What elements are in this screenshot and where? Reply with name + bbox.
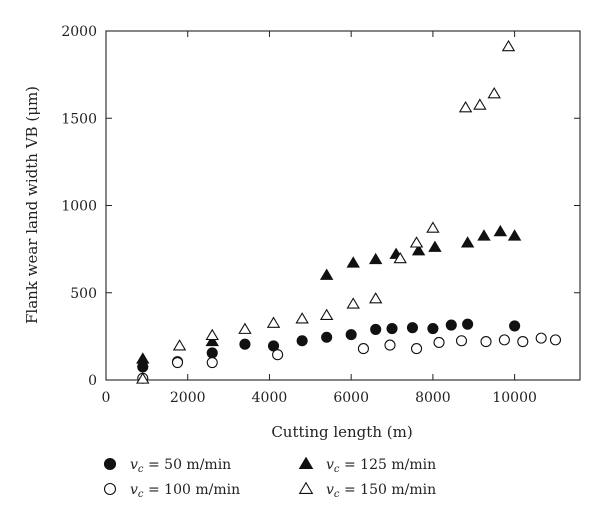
data-point	[433, 336, 445, 349]
data-point	[345, 329, 357, 341]
legend-item: vc = 150 m/min	[298, 481, 436, 500]
y-tick-label: 0	[88, 373, 97, 389]
x-tick-label: 8000	[415, 390, 451, 406]
data-point	[498, 334, 510, 346]
series-3	[136, 39, 516, 384]
series-2	[136, 224, 522, 364]
data-point	[206, 356, 218, 369]
data-point	[406, 322, 419, 334]
x-tick-label: 10000	[492, 390, 537, 406]
legend-item: vc = 100 m/min	[103, 482, 240, 500]
data-point	[473, 98, 487, 110]
data-point	[319, 308, 334, 320]
data-point	[411, 343, 423, 355]
data-point	[501, 39, 516, 52]
data-point	[460, 236, 475, 248]
legend-label: vc = 100 m/min	[130, 482, 240, 500]
legend-label: vc = 50 m/min	[130, 457, 231, 475]
data-point	[272, 349, 284, 361]
data-point	[136, 372, 150, 384]
data-point	[321, 331, 333, 343]
data-point	[428, 240, 442, 252]
y-tick-label: 1000	[61, 199, 97, 215]
data-point	[426, 221, 440, 233]
data-point	[171, 356, 184, 369]
y-axis-ticks: 0 500 1000 1500 2000	[61, 24, 580, 389]
plot-frame	[105, 30, 581, 381]
data-point	[386, 322, 398, 335]
x-tick-label: 6000	[333, 390, 369, 406]
x-axis-title: Cutting length (m)	[271, 423, 412, 441]
data-point	[458, 101, 473, 113]
legend-marker	[298, 456, 314, 469]
data-point	[393, 251, 407, 264]
data-points	[136, 39, 562, 384]
data-point	[427, 322, 439, 335]
data-point	[455, 335, 468, 347]
data-point	[368, 292, 383, 304]
data-point	[368, 252, 383, 265]
x-axis-ticks: 0 2000 4000 6000 8000 10000	[102, 31, 537, 406]
data-point	[346, 297, 360, 309]
data-point	[517, 336, 529, 348]
y-tick-label: 2000	[61, 24, 97, 40]
data-point	[549, 334, 562, 346]
data-point	[370, 323, 382, 335]
x-tick-label: 4000	[252, 390, 288, 406]
data-point	[296, 335, 308, 347]
data-point	[266, 316, 281, 328]
legend-marker	[298, 481, 314, 494]
data-point	[239, 338, 251, 350]
data-point	[384, 339, 396, 351]
data-point	[172, 339, 187, 351]
data-point	[507, 229, 522, 241]
data-point	[206, 347, 218, 359]
y-axis-title: Flank wear land width VB (μm)	[23, 86, 41, 324]
data-point	[535, 332, 547, 344]
data-point	[487, 87, 501, 99]
data-point	[445, 319, 457, 331]
data-point	[319, 268, 334, 280]
series-1	[137, 332, 562, 384]
data-point	[509, 320, 521, 332]
x-tick-label: 0	[102, 390, 111, 406]
y-tick-label: 1500	[61, 111, 97, 127]
legend-item: vc = 50 m/min	[103, 457, 231, 475]
data-point	[462, 318, 474, 330]
legend-item: vc = 125 m/min	[298, 456, 436, 475]
data-point	[480, 336, 492, 348]
legend-label: vc = 150 m/min	[326, 482, 436, 500]
data-point	[205, 334, 219, 347]
data-point	[238, 322, 252, 334]
legend-marker	[103, 482, 117, 496]
legend-label: vc = 125 m/min	[326, 457, 436, 475]
data-point	[477, 229, 491, 241]
data-point	[409, 236, 424, 248]
legend-marker	[103, 457, 117, 471]
plot-border	[105, 30, 581, 381]
data-point	[411, 244, 426, 256]
data-point	[346, 256, 360, 268]
data-point	[295, 312, 309, 324]
data-point	[357, 343, 369, 355]
legend: vc = 50 m/min vc = 100 m/min vc = 125 m/mi…	[103, 456, 436, 500]
y-tick-label: 500	[70, 286, 97, 302]
data-point	[136, 352, 150, 364]
data-point	[205, 328, 219, 341]
data-point	[493, 224, 508, 237]
x-tick-label: 2000	[170, 390, 206, 406]
